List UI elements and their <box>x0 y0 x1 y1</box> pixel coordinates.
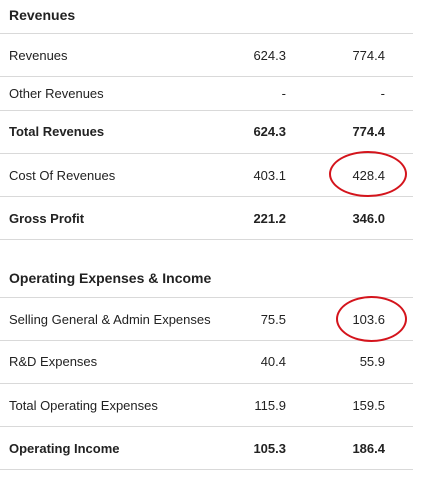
table-row-total-operating-expenses: Total Operating Expenses 115.9 159.5 <box>0 384 413 427</box>
row-value-col1: 221.2 <box>253 211 286 226</box>
row-value-col1: 40.4 <box>260 354 286 369</box>
section-title-revenues: Revenues <box>9 7 76 23</box>
section-divider <box>0 33 413 34</box>
row-value-col2: 774.4 <box>352 48 385 63</box>
row-label: R&D Expenses <box>9 354 98 369</box>
row-label: Total Revenues <box>9 124 105 139</box>
row-value-col2: 55.9 <box>359 354 385 369</box>
row-value-col2: 103.6 <box>352 312 385 327</box>
table-row-gross-profit: Gross Profit 221.2 346.0 <box>0 197 413 240</box>
row-value-col2: 346.0 <box>352 211 385 226</box>
row-label: Revenues <box>9 48 68 63</box>
row-value-col1: - <box>281 86 286 101</box>
row-label: Selling General & Admin Expenses <box>9 312 211 327</box>
row-value-col1: 624.3 <box>253 124 286 139</box>
row-label: Total Operating Expenses <box>9 398 158 413</box>
row-label: Gross Profit <box>9 211 85 226</box>
row-value-col2: 186.4 <box>352 441 385 456</box>
row-value-col2: - <box>380 86 385 101</box>
row-value-col1: 403.1 <box>253 168 286 183</box>
table-row-rd-expenses: R&D Expenses 40.4 55.9 <box>0 341 413 384</box>
row-value-col2: 428.4 <box>352 168 385 183</box>
row-label: Operating Income <box>9 441 120 456</box>
row-value-col1: 624.3 <box>253 48 286 63</box>
table-row-operating-income: Operating Income 105.3 186.4 <box>0 427 413 470</box>
row-value-col2: 774.4 <box>352 124 385 139</box>
row-label: Other Revenues <box>9 86 104 101</box>
table-row-revenues: Revenues 624.3 774.4 <box>0 34 413 77</box>
row-label: Cost Of Revenues <box>9 168 116 183</box>
section-title-operating: Operating Expenses & Income <box>9 270 212 286</box>
table-row-total-revenues: Total Revenues 624.3 774.4 <box>0 111 413 154</box>
table-row-other-revenues: Other Revenues - - <box>0 77 413 111</box>
row-value-col1: 105.3 <box>253 441 286 456</box>
table-row-cost-of-revenues: Cost Of Revenues 403.1 428.4 <box>0 154 413 197</box>
row-value-col1: 115.9 <box>254 398 286 413</box>
row-value-col2: 159.5 <box>352 398 385 413</box>
table-row-sga-expenses: Selling General & Admin Expenses 75.5 10… <box>0 298 413 341</box>
row-value-col1: 75.5 <box>260 312 286 327</box>
section-divider <box>0 297 413 298</box>
